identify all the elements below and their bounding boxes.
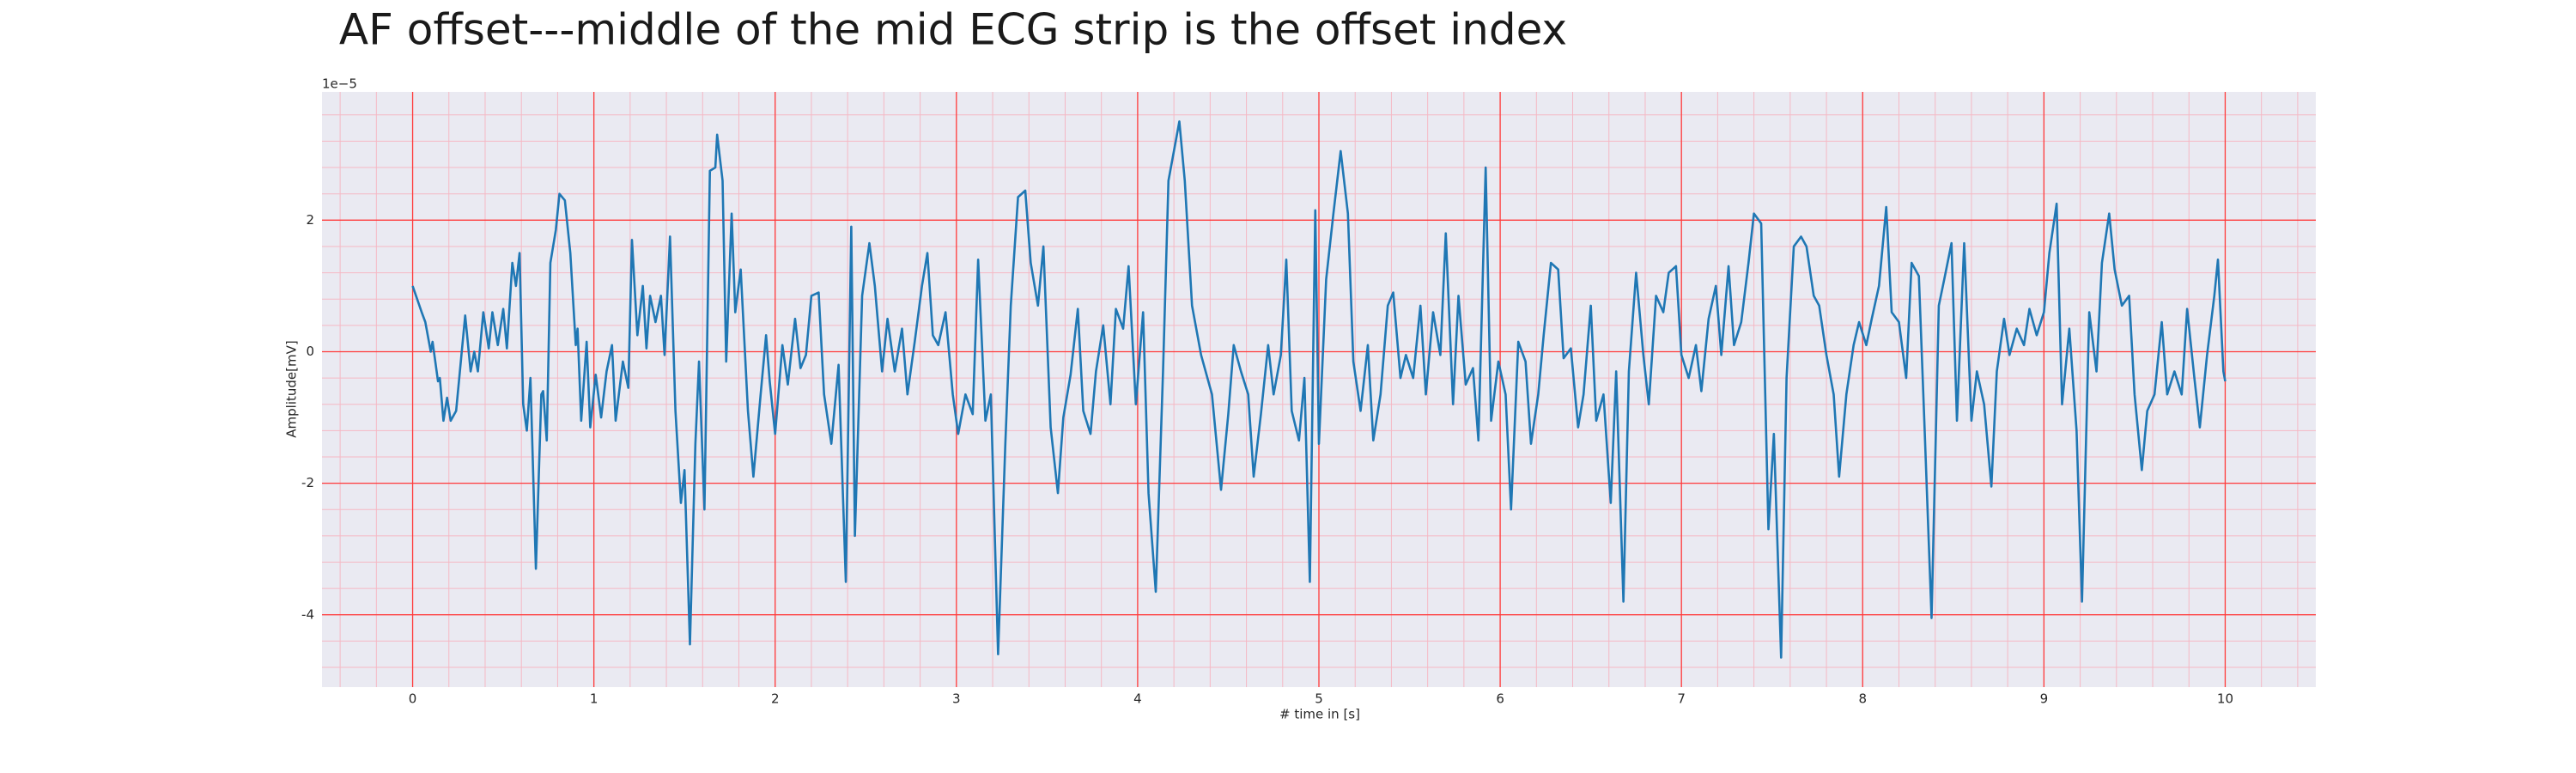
y-axis-label: Amplitude[mV] bbox=[284, 340, 300, 437]
y-offset-label: 1e−5 bbox=[322, 76, 357, 92]
x-tick-label: 5 bbox=[1315, 691, 1323, 707]
y-tick-label: -4 bbox=[301, 606, 314, 622]
chart-title: AF offset---middle of the mid ECG strip … bbox=[339, 5, 1567, 55]
x-tick-label: 3 bbox=[952, 691, 961, 707]
y-tick-label: -2 bbox=[301, 475, 314, 490]
y-tick-label: 0 bbox=[306, 344, 314, 359]
x-tick-label: 9 bbox=[2040, 691, 2049, 707]
x-tick-label: 4 bbox=[1133, 691, 1142, 707]
x-tick-label: 1 bbox=[590, 691, 598, 707]
x-tick-label: 0 bbox=[409, 691, 417, 707]
plot-area bbox=[322, 92, 2316, 687]
x-tick-label: 10 bbox=[2217, 691, 2233, 707]
x-tick-label: 8 bbox=[1858, 691, 1867, 707]
x-axis-label: # time in [s] bbox=[1279, 707, 1360, 722]
x-tick-label: 2 bbox=[771, 691, 780, 707]
x-tick-label: 6 bbox=[1496, 691, 1504, 707]
ecg-line bbox=[411, 120, 2227, 659]
y-tick-label: 2 bbox=[306, 212, 314, 228]
x-tick-label: 7 bbox=[1677, 691, 1686, 707]
